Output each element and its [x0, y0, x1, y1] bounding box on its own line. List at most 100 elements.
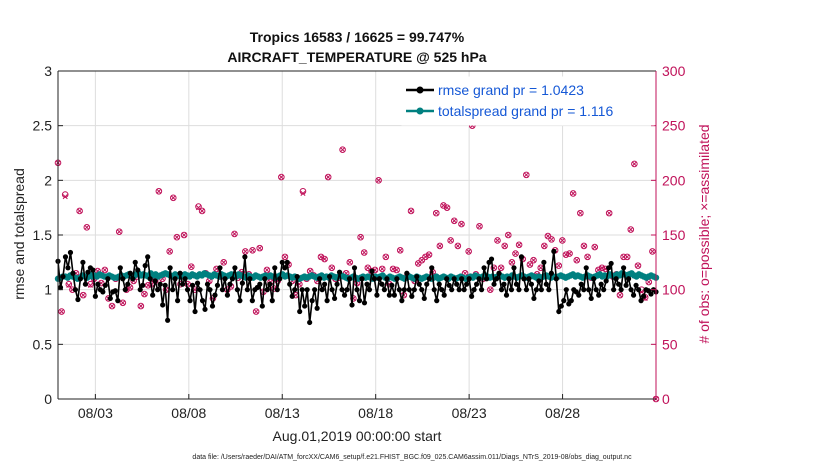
obs-assimilated-point — [458, 221, 465, 227]
obs-assimilated-stroke — [548, 236, 555, 242]
obs-assimilated-stroke — [570, 190, 576, 197]
rmse-point — [145, 254, 151, 260]
rmse-point — [339, 287, 345, 293]
obs-assimilated-point — [109, 303, 115, 309]
obs-assimilated-stroke — [541, 243, 547, 249]
obs-assimilated-point — [566, 251, 573, 257]
rmse-point — [299, 287, 305, 293]
obs-assimilated-stroke — [530, 257, 537, 263]
rmse-point — [100, 289, 106, 295]
rmse-point — [394, 276, 400, 282]
rmse-point — [591, 276, 597, 282]
obs-possible-point — [544, 232, 552, 240]
rmse-point — [354, 287, 360, 293]
rmse-point — [498, 287, 505, 293]
obs-possible-point — [458, 220, 465, 228]
rmse-point — [439, 287, 445, 293]
rmse-point — [381, 287, 388, 293]
rmse-point — [518, 254, 525, 260]
obs-possible-point — [231, 230, 238, 238]
rmse-point — [137, 287, 143, 293]
rmse-point — [419, 287, 425, 293]
rmse-point — [269, 298, 275, 304]
obs-possible-point — [616, 291, 624, 299]
obs-assimilated-point — [494, 237, 501, 244]
obs-possible-point — [584, 253, 591, 261]
obs-assimilated-stroke — [397, 247, 403, 253]
obs-possible-point — [252, 308, 260, 315]
obs-assimilated-point — [347, 259, 353, 265]
rmse-point — [272, 265, 278, 271]
obs-assimilated-stroke — [585, 254, 591, 260]
obs-assimilated-stroke — [141, 291, 148, 297]
obs-assimilated-point — [523, 172, 529, 178]
obs-assimilated-point — [322, 256, 328, 262]
obs-assimilated-stroke — [624, 254, 630, 260]
rmse-point — [199, 298, 206, 304]
obs-possible-point — [494, 237, 501, 244]
obs-possible-point — [422, 253, 429, 261]
obs-assimilated-point — [181, 232, 187, 238]
obs-possible-point — [65, 280, 73, 288]
legend-spread-label: totalspread grand pr = 1.116 — [438, 103, 613, 119]
rmse-point — [483, 276, 490, 282]
obs-assimilated-stroke — [516, 242, 522, 248]
obs-assimilated-stroke — [188, 264, 194, 270]
rmse-point — [194, 280, 201, 286]
obs-assimilated-point — [599, 265, 605, 271]
y-tick-label: 2.5 — [33, 118, 53, 134]
obs-assimilated-stroke — [617, 292, 623, 298]
chart-subtitle: AIRCRAFT_TEMPERATURE @ 525 hPa — [227, 49, 486, 65]
x-tick-label: 08/08 — [171, 405, 206, 421]
rmse-point — [274, 287, 280, 293]
rmse-point — [379, 281, 385, 287]
obs-assimilated-stroke — [340, 147, 346, 153]
obs-assimilated-stroke — [347, 259, 353, 265]
obs-assimilated-point — [300, 190, 306, 197]
rmse-point — [621, 265, 627, 271]
rmse-point — [454, 281, 460, 287]
rmse-point — [536, 278, 542, 284]
x-tick-label: 08/03 — [78, 405, 113, 421]
rmse-point — [209, 303, 216, 309]
obs-possible-point — [115, 228, 123, 236]
rmse-point — [556, 308, 562, 315]
obs-assimilated-stroke — [559, 237, 565, 244]
obs-assimilated-point — [466, 248, 472, 254]
rmse-point — [648, 291, 654, 297]
rmse-point — [523, 287, 530, 293]
obs-possible-point — [173, 233, 181, 241]
obs-assimilated-stroke — [62, 194, 68, 200]
rmse-point — [179, 281, 186, 287]
y-right-tick-label: 200 — [662, 172, 686, 188]
obs-possible-point — [396, 247, 404, 254]
obs-assimilated-point — [231, 231, 238, 237]
rmse-point — [364, 281, 370, 287]
obs-possible-point — [526, 261, 534, 268]
obs-possible-point — [119, 299, 127, 307]
obs-possible-point — [508, 259, 516, 266]
obs-possible-point — [220, 259, 228, 266]
obs-possible-point — [339, 146, 346, 154]
obs-assimilated-stroke — [523, 172, 529, 178]
obs-possible-point — [591, 243, 599, 251]
rmse-point — [167, 265, 173, 271]
obs-assimilated-point — [541, 243, 547, 249]
obs-assimilated-stroke — [487, 287, 493, 293]
rmse-point — [531, 295, 537, 302]
chart-title: Tropics 16583 / 16625 = 99.747% — [250, 29, 465, 45]
rmse-point — [289, 293, 295, 299]
obs-assimilated-stroke — [102, 267, 108, 273]
rmse-point — [488, 256, 495, 262]
rmse-point — [140, 282, 146, 288]
obs-assimilated-stroke — [59, 308, 65, 315]
y-axis-label-right: # of obs: o=possible; ×=assimilated — [696, 124, 712, 343]
rmse-point — [57, 284, 64, 291]
y-right-tick-label: 300 — [662, 63, 686, 79]
rmse-point — [107, 295, 113, 302]
obs-possible-point — [649, 248, 656, 255]
obs-assimilated-stroke — [527, 261, 533, 268]
obs-assimilated-point — [84, 224, 90, 230]
obs-assimilated-point — [249, 247, 256, 253]
obs-assimilated-point — [329, 265, 335, 271]
